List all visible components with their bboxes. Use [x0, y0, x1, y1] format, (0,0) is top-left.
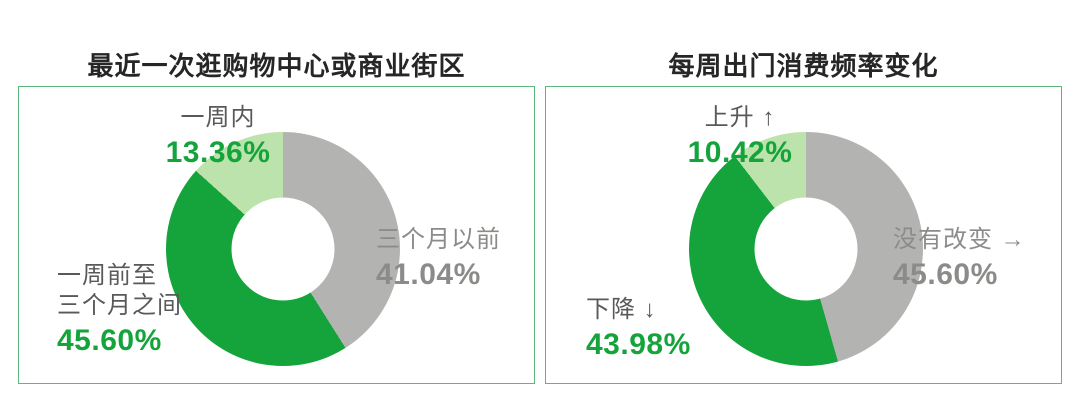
callout-within-week: 一周内 13.36%	[134, 103, 302, 171]
slice-value: 45.60%	[57, 324, 162, 357]
slice-label: 一周前至 三个月之间	[57, 262, 182, 319]
chart-card-right: 上升 ↑ 10.42% 没有改变 → 45.60% 下降 ↓ 43.98%	[545, 86, 1062, 384]
slice-value: 45.60%	[893, 258, 998, 291]
callout-decrease: 下降 ↓ 43.98%	[586, 295, 691, 363]
slice-value: 43.98%	[586, 328, 691, 361]
slice-value: 10.42%	[687, 136, 793, 169]
chart-title-left: 最近一次逛购物中心或商业街区	[87, 50, 466, 81]
callout-increase: 上升 ↑ 10.42%	[656, 103, 824, 171]
donut-hole	[231, 197, 335, 301]
chart-title-right: 每周出门消费频率变化	[668, 50, 939, 81]
slice-value: 13.36%	[165, 136, 271, 169]
donut-chart-right	[689, 132, 923, 366]
callout-over-three-months: 三个月以前 41.04%	[376, 225, 501, 293]
slice-label: 三个月以前	[376, 226, 501, 253]
slice-value: 41.04%	[376, 258, 481, 291]
donut-chart-left	[166, 132, 400, 366]
callout-week-to-three-months: 一周前至 三个月之间 45.60%	[57, 261, 182, 359]
callout-no-change: 没有改变 → 45.60%	[893, 225, 1026, 293]
slice-label: 没有改变 →	[893, 226, 1026, 253]
slice-label: 一周内	[180, 104, 256, 131]
slice-label: 上升 ↑	[704, 104, 776, 131]
donut-hole	[754, 197, 858, 301]
chart-card-left: 一周内 13.36% 三个月以前 41.04% 一周前至 三个月之间 45.60…	[18, 86, 535, 384]
slice-label: 下降 ↓	[586, 296, 657, 323]
